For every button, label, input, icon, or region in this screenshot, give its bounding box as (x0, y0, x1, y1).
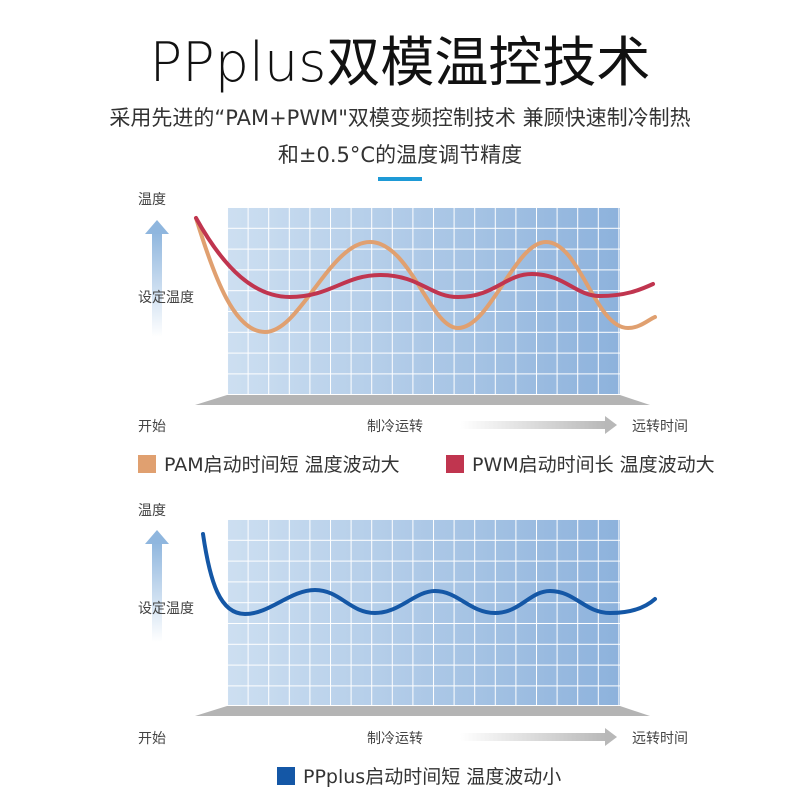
floor-shadow (195, 706, 650, 716)
subtitle-line-1: 采用先进的“PAM+PWM"双模变频控制技术 兼顾快速制冷制热 (109, 106, 691, 130)
legend-item-pwm: PWM启动时间长 温度波动大 (446, 450, 715, 477)
pwm-curve (194, 216, 655, 300)
accent-divider (378, 177, 422, 181)
y-axis-arrow-icon (145, 530, 169, 642)
legend-label-pam: PAM启动时间短 温度波动大 (164, 454, 400, 476)
y-axis-top-label: 温度 (138, 192, 166, 208)
chart-ppplus: 温度 设定温度 开始 制冷运转 远转时间 PPplus启动时间短 温度波动小 (0, 492, 800, 802)
legend-label-pwm: PWM启动时间长 温度波动大 (472, 454, 715, 476)
subtitle-line-2: 和±0.5°C的温度调节精度 (277, 143, 523, 167)
page-title: PPplus双模温控技术 (149, 31, 651, 94)
pam-curve (194, 216, 657, 335)
x-axis-start-label: 开始 (138, 419, 166, 435)
x-axis-arrow-icon (460, 416, 617, 434)
y-axis-arrow-icon (145, 220, 169, 337)
legend-swatch-ppplus (277, 766, 295, 785)
x-axis-arrow-icon (460, 728, 617, 746)
ppplus-curve (201, 532, 657, 617)
legend-swatch-pwm (446, 454, 464, 473)
floor-shadow (195, 395, 650, 405)
legend-label-ppplus: PPplus启动时间短 温度波动小 (303, 766, 562, 788)
x-axis-end-label: 远转时间 (632, 731, 688, 747)
chart-2-plot (145, 519, 657, 746)
y-axis-top-label: 温度 (138, 503, 166, 519)
legend-item-pam: PAM启动时间短 温度波动大 (138, 450, 400, 477)
legend-swatch-pam (138, 454, 156, 473)
chart-1-plot (145, 207, 657, 434)
x-axis-end-label: 远转时间 (632, 419, 688, 435)
y-axis-set-temp-label: 设定温度 (138, 290, 194, 306)
y-axis-set-temp-label: 设定温度 (138, 601, 194, 617)
x-axis-mid-label: 制冷运转 (367, 419, 423, 435)
legend-item-ppplus: PPplus启动时间短 温度波动小 (277, 762, 561, 789)
x-axis-start-label: 开始 (138, 731, 166, 747)
chart-pam-pwm: 温度 设定温度 开始 制冷运转 远转时间 PAM启动时间短 温度波动大 PWM启… (0, 180, 800, 490)
x-axis-mid-label: 制冷运转 (367, 731, 423, 747)
